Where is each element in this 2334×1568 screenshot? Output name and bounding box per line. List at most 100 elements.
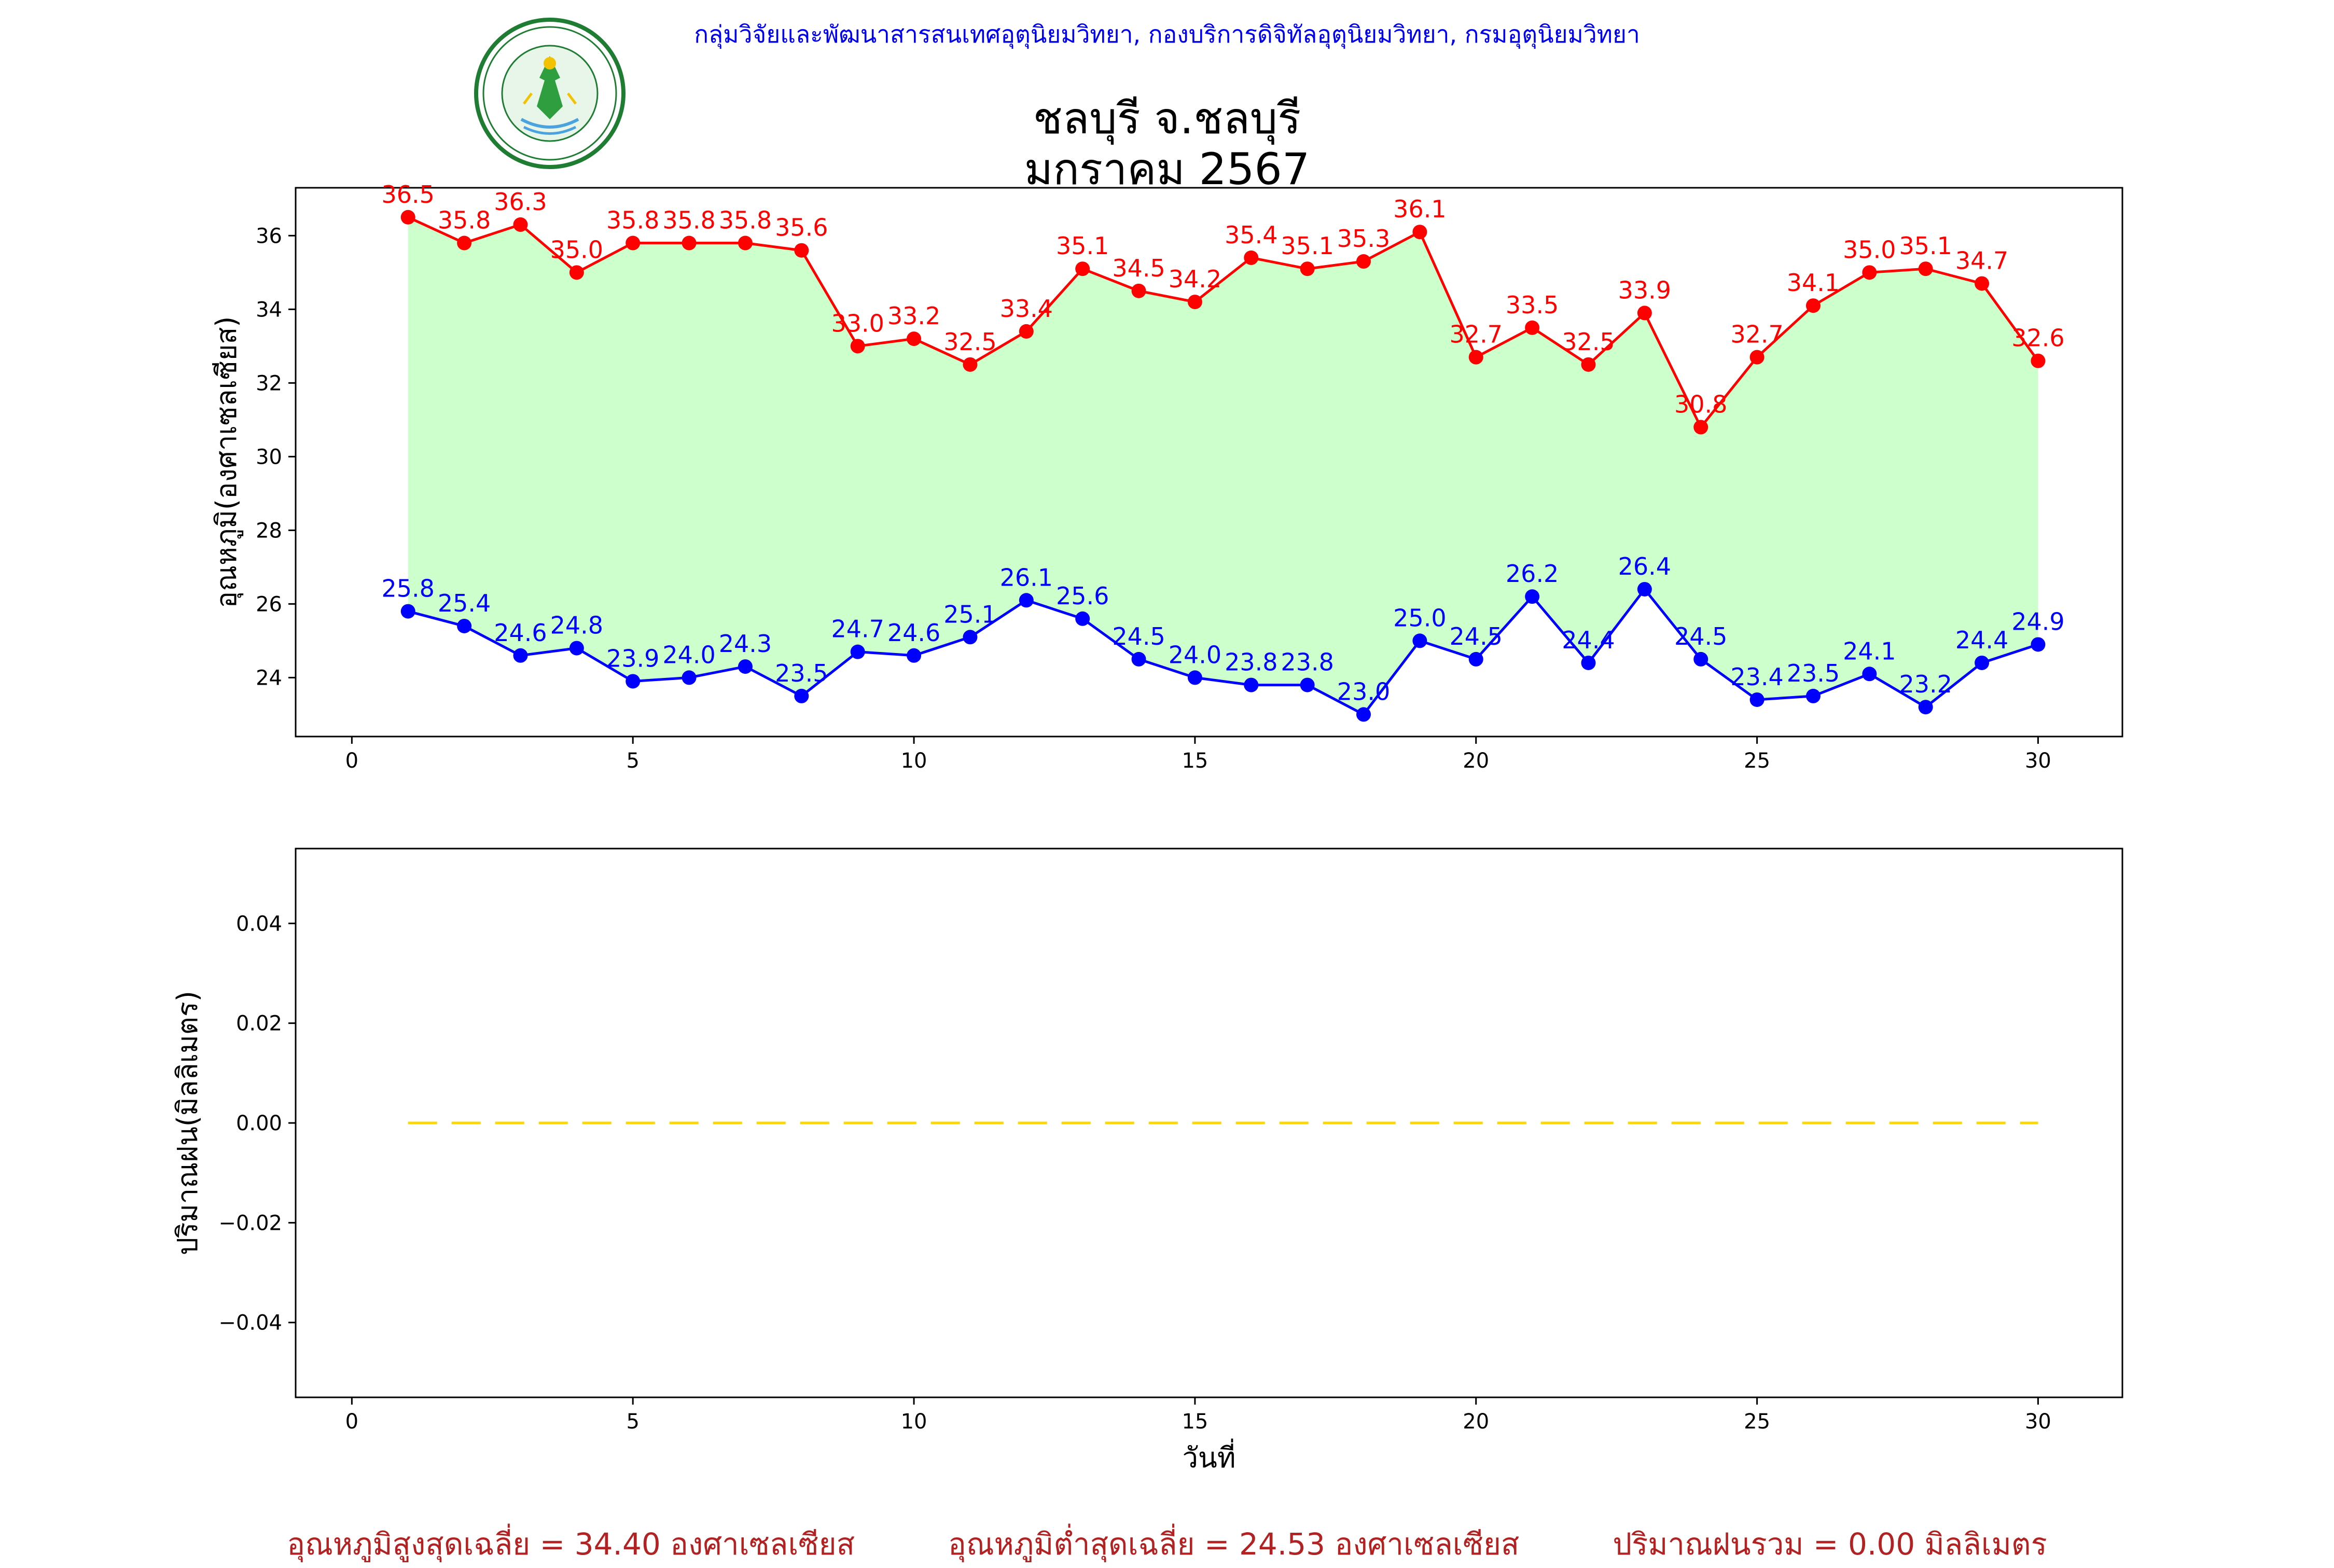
data-point xyxy=(794,688,809,703)
data-label: 32.7 xyxy=(1730,321,1783,349)
summary-stats: อุณหภูมิสูงสุดเฉลี่ย = 34.40 องศาเซลเซีย… xyxy=(0,1520,2334,1568)
avg-min-temp-text: อุณหภูมิต่ำสุดเฉลี่ย = 24.53 องศาเซลเซีย… xyxy=(948,1527,1520,1562)
data-label: 23.2 xyxy=(1899,670,1952,698)
data-label: 32.5 xyxy=(1562,328,1615,356)
y-axis-label: อุณหภูมิ(องศาเซลเซียส) xyxy=(210,316,244,608)
data-point xyxy=(1693,420,1708,435)
data-point xyxy=(1075,611,1090,626)
data-point xyxy=(850,339,865,354)
data-point xyxy=(1187,295,1202,310)
data-point xyxy=(1918,261,1933,276)
data-label: 23.4 xyxy=(1730,663,1783,691)
data-point xyxy=(1525,320,1540,335)
y-tick-label: 0.04 xyxy=(236,912,282,936)
data-point xyxy=(1918,700,1933,715)
data-point xyxy=(1862,265,1877,280)
data-label: 25.8 xyxy=(382,575,435,603)
data-point xyxy=(457,618,472,633)
data-label: 32.7 xyxy=(1450,321,1503,349)
header-organization-text: กลุ่มวิจัยและพัฒนาสารสนเทศอุตุนิยมวิทยา,… xyxy=(694,20,1640,48)
data-label: 35.4 xyxy=(1225,221,1277,249)
axes-frame xyxy=(295,187,2123,738)
y-tick-label: −0.04 xyxy=(218,1311,282,1335)
data-label: 24.0 xyxy=(662,641,715,669)
x-tick-label: 25 xyxy=(1744,749,1770,773)
y-tick-label: 24 xyxy=(256,666,282,690)
data-point xyxy=(2031,637,2046,652)
data-point xyxy=(1019,324,1034,339)
data-label: 24.5 xyxy=(1674,622,1727,650)
chart-title-month: มกราคม 2567 xyxy=(1024,144,1310,195)
data-point xyxy=(1468,350,1483,365)
y-tick-label: 26 xyxy=(256,592,282,616)
data-point xyxy=(907,648,922,663)
data-point xyxy=(457,235,472,251)
data-point xyxy=(1187,670,1202,685)
data-point xyxy=(569,265,584,280)
data-point xyxy=(1468,651,1483,667)
data-label: 33.5 xyxy=(1506,291,1559,319)
x-tick-label: 0 xyxy=(345,1410,358,1434)
chart-rainfall: 0 5 10 15 20 25 30 −0.04 −0.02 0.00 0.02 0.04 ปริมาณ… xyxy=(171,848,2123,1474)
data-label: 25.6 xyxy=(1056,582,1109,610)
data-label: 36.1 xyxy=(1393,195,1446,223)
data-label: 24.6 xyxy=(887,619,940,647)
data-point xyxy=(1637,581,1652,596)
data-point xyxy=(1581,357,1596,372)
data-point xyxy=(1975,655,1990,670)
data-point xyxy=(569,641,584,656)
data-label: 30.8 xyxy=(1674,391,1727,419)
data-label: 24.9 xyxy=(2011,607,2064,635)
y-tick-label: 32 xyxy=(256,371,282,395)
x-tick-label: 15 xyxy=(1182,749,1208,773)
data-point xyxy=(963,357,978,372)
data-label: 24.6 xyxy=(494,619,547,647)
y-tick-label: 0.00 xyxy=(236,1112,282,1135)
data-point xyxy=(1693,651,1708,667)
x-tick-label: 0 xyxy=(345,749,358,773)
data-label: 23.5 xyxy=(775,659,828,687)
data-label: 25.4 xyxy=(438,589,491,617)
data-point xyxy=(1131,283,1146,298)
data-point xyxy=(1637,306,1652,321)
data-point xyxy=(1356,707,1371,722)
data-point xyxy=(1300,261,1315,276)
data-label: 24.0 xyxy=(1169,641,1221,669)
data-label: 33.2 xyxy=(887,302,940,330)
data-point xyxy=(1862,667,1877,682)
data-label: 36.5 xyxy=(382,181,435,209)
data-label: 34.7 xyxy=(1955,247,2008,275)
data-point xyxy=(682,235,697,251)
data-label: 34.2 xyxy=(1169,265,1221,293)
y-tick-label: 28 xyxy=(256,519,282,543)
data-label: 34.1 xyxy=(1787,269,1840,297)
x-tick-label: 10 xyxy=(901,1410,927,1434)
x-tick-label: 25 xyxy=(1744,1410,1770,1434)
data-label: 35.8 xyxy=(719,206,772,234)
data-point xyxy=(1805,688,1821,703)
data-point xyxy=(1412,633,1427,648)
chart-title-station: ชลบุรี จ.ชลบุรี xyxy=(1033,93,1301,144)
data-point xyxy=(513,217,528,232)
data-label: 26.4 xyxy=(1618,552,1671,580)
x-tick-label: 20 xyxy=(1463,749,1489,773)
y-axis-label: ปริมาณฝน(มิลลิเมตร) xyxy=(171,991,204,1255)
data-label: 32.6 xyxy=(2011,324,2064,352)
data-label: 35.8 xyxy=(438,206,491,234)
data-point xyxy=(1244,677,1259,692)
chart-temperature: 0 5 10 15 20 25 30 24 26 28 30 32 34 36 อุณหภูมิ(องศาเ… xyxy=(210,181,2123,773)
data-point xyxy=(1975,276,1990,291)
data-label: 24.7 xyxy=(831,615,884,643)
data-label: 23.8 xyxy=(1225,648,1277,676)
x-tick-label: 5 xyxy=(626,1410,639,1434)
data-point xyxy=(400,210,415,225)
data-point xyxy=(963,630,978,645)
data-label: 35.1 xyxy=(1899,232,1952,260)
y-tick-label: −0.02 xyxy=(218,1211,282,1235)
data-label: 35.8 xyxy=(662,206,715,234)
data-point xyxy=(1749,692,1765,707)
data-label: 23.0 xyxy=(1337,677,1390,705)
y-tick-label: 36 xyxy=(256,224,282,248)
y-tick-label: 34 xyxy=(256,298,282,322)
data-label: 34.5 xyxy=(1112,254,1165,282)
